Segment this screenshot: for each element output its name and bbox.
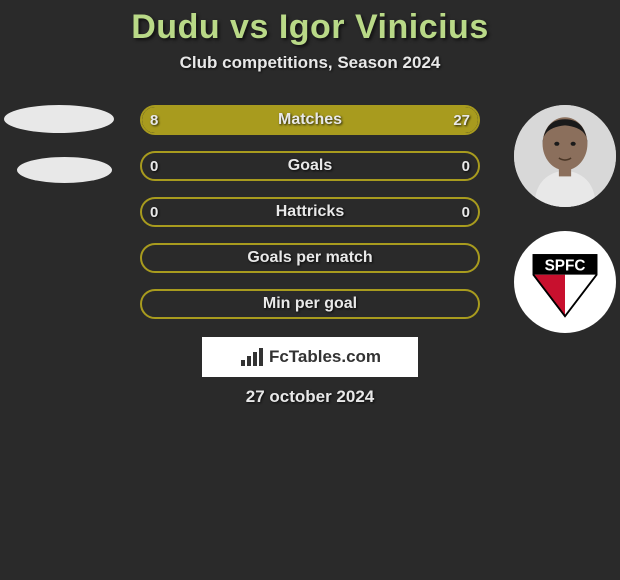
stat-row: Goals per match <box>140 243 480 273</box>
stat-row: Matches827 <box>140 105 480 135</box>
page-title: Dudu vs Igor Vinicius <box>0 8 620 47</box>
subtitle: Club competitions, Season 2024 <box>0 53 620 73</box>
club-left-badge-placeholder <box>17 157 112 183</box>
left-player-column <box>4 105 114 183</box>
player-right-avatar <box>514 105 616 207</box>
club-right-badge: SPFC <box>514 231 616 333</box>
stat-row: Goals00 <box>140 151 480 181</box>
logo-text: FcTables.com <box>269 347 381 367</box>
stat-bar <box>140 289 480 319</box>
generation-date: 27 october 2024 <box>0 387 620 407</box>
player-portrait-icon <box>514 105 616 207</box>
stat-bar <box>140 105 480 135</box>
stat-bar <box>140 243 480 273</box>
stat-bar <box>140 151 480 181</box>
stat-rows: Matches827 Goals00 Hattricks00 Goals per ma… <box>140 95 480 319</box>
svg-text:SPFC: SPFC <box>545 257 586 274</box>
right-player-column: SPFC <box>514 105 616 333</box>
stat-fill-left <box>142 107 219 133</box>
bar-chart-icon <box>239 346 265 368</box>
content-area: SPFC Matches827 Goals00 Hattricks00 Goals p… <box>0 95 620 407</box>
stat-row: Min per goal <box>140 289 480 319</box>
stat-row: Hattricks00 <box>140 197 480 227</box>
fctables-logo[interactable]: FcTables.com <box>202 337 418 377</box>
stat-bar <box>140 197 480 227</box>
spfc-badge-icon: SPFC <box>520 237 610 327</box>
stat-fill-right <box>219 107 478 133</box>
player-left-avatar-placeholder <box>4 105 114 133</box>
comparison-widget: Dudu vs Igor Vinicius Club competitions,… <box>0 0 620 407</box>
